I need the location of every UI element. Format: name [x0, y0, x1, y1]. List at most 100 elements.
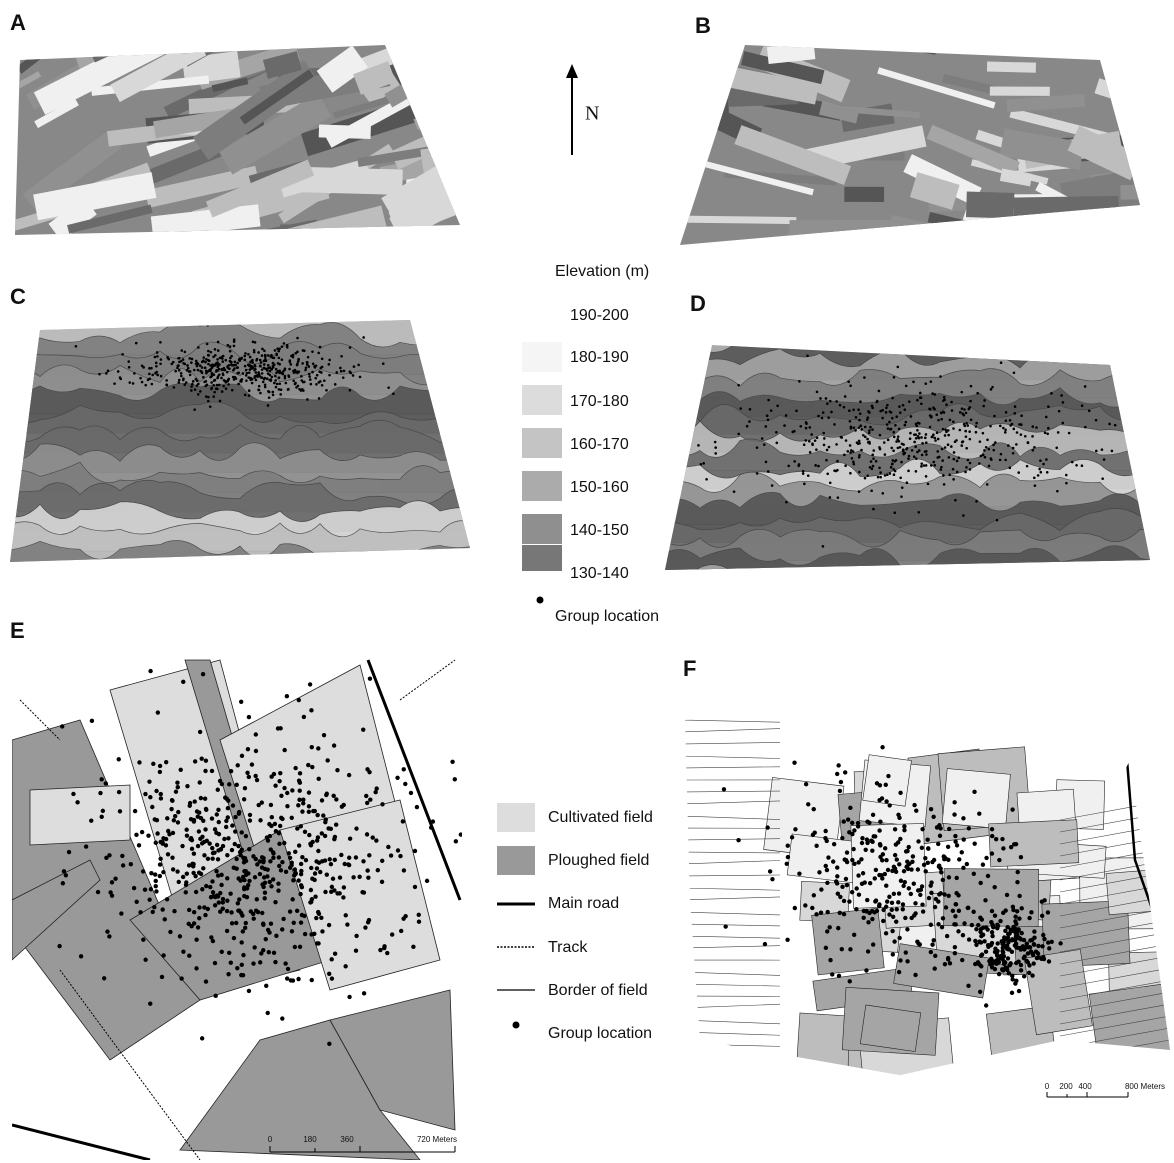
group-location — [306, 361, 309, 364]
group-location — [856, 892, 862, 897]
group-location — [823, 945, 829, 951]
group-location — [883, 453, 887, 456]
group-location — [973, 961, 978, 967]
aerial-image — [680, 45, 1140, 245]
group-location — [932, 966, 937, 971]
group-location — [877, 783, 883, 788]
group-location — [1025, 951, 1031, 956]
group-location — [1046, 940, 1051, 945]
group-location — [973, 938, 978, 944]
group-location — [296, 350, 299, 354]
group-location — [1031, 961, 1036, 966]
group-location — [176, 809, 181, 815]
group-location — [884, 411, 888, 414]
group-location — [805, 422, 808, 425]
group-location — [243, 920, 248, 926]
group-location — [926, 895, 932, 901]
group-location — [232, 344, 236, 348]
group-location — [196, 368, 200, 372]
group-location — [196, 829, 202, 834]
group-location — [1017, 916, 1022, 921]
group-location — [294, 908, 300, 914]
group-location — [801, 472, 805, 475]
group-location — [215, 787, 220, 792]
group-location — [854, 907, 859, 912]
group-location — [1010, 973, 1015, 979]
group-location — [414, 804, 420, 810]
group-location — [942, 892, 947, 897]
group-location — [226, 836, 231, 841]
group-location — [298, 871, 304, 877]
group-location — [183, 362, 187, 366]
group-location — [1006, 940, 1011, 945]
group-location — [306, 398, 309, 401]
group-location — [177, 934, 183, 939]
group-location — [245, 770, 250, 775]
group-location — [849, 451, 852, 454]
group-location — [958, 411, 962, 414]
group-location — [277, 863, 282, 869]
group-location — [239, 962, 244, 968]
field-border — [1059, 1051, 1170, 1073]
scale-label: 180 — [303, 1135, 317, 1144]
group-location — [191, 817, 197, 823]
group-location — [333, 822, 339, 827]
group-location — [1033, 446, 1036, 449]
group-location — [249, 378, 253, 382]
group-location — [905, 859, 910, 864]
group-location — [270, 368, 273, 371]
group-location — [827, 416, 830, 419]
group-location — [306, 790, 312, 795]
group-location — [204, 360, 207, 364]
group-location — [892, 430, 896, 434]
legend-label: 170-180 — [570, 393, 629, 410]
group-location — [241, 372, 245, 375]
group-location — [284, 693, 290, 699]
swatch — [522, 471, 562, 501]
group-location — [210, 371, 214, 375]
group-location — [892, 827, 898, 832]
group-location — [236, 843, 241, 849]
group-location — [220, 367, 224, 371]
group-location — [836, 496, 840, 499]
group-location — [61, 869, 67, 874]
group-location — [147, 897, 152, 902]
group-location — [148, 1001, 153, 1006]
group-location — [411, 944, 416, 950]
group-location — [936, 922, 941, 927]
group-location — [165, 852, 171, 857]
group-location — [247, 394, 251, 397]
group-location — [280, 927, 285, 932]
group-location — [992, 913, 998, 918]
field-strip — [942, 73, 996, 95]
group-location — [928, 949, 934, 955]
group-location — [795, 409, 798, 413]
group-location — [1014, 909, 1020, 914]
field — [1023, 949, 1093, 1036]
group-location — [793, 429, 796, 433]
field-strip — [887, 214, 1027, 245]
group-location — [892, 852, 898, 858]
group-location — [837, 910, 842, 916]
group-location — [934, 439, 937, 442]
group-location — [89, 818, 94, 823]
group-location — [935, 413, 939, 417]
group-location — [850, 457, 854, 460]
group-location — [240, 972, 246, 978]
group-location — [833, 879, 839, 884]
group-location — [280, 1016, 285, 1021]
group-location — [150, 909, 155, 915]
group-location — [723, 924, 728, 929]
group-location — [868, 429, 871, 432]
group-location — [860, 428, 864, 431]
group-location — [902, 879, 907, 885]
group-location — [153, 884, 158, 889]
group-location — [228, 345, 232, 348]
group-location — [247, 389, 251, 393]
group-location — [933, 436, 937, 440]
field-border — [1060, 1124, 1170, 1144]
group-location — [275, 353, 278, 357]
group-location — [311, 370, 314, 374]
group-location — [199, 369, 202, 373]
group-location — [824, 867, 830, 873]
